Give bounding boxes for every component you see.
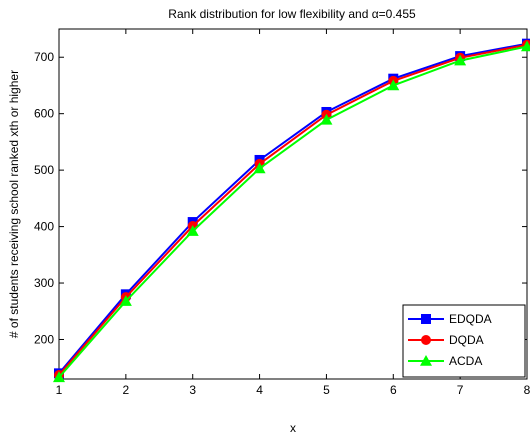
axis-ticks: 1 2 3 4 5 6 7 8 200 300 400 500 600 700 <box>34 29 530 397</box>
y-tick-label: 200 <box>34 332 54 346</box>
data-point-acda <box>53 371 65 383</box>
data-point-acda <box>521 40 530 52</box>
x-tick-label: 1 <box>56 383 63 397</box>
x-tick-label: 7 <box>457 383 464 397</box>
x-tick-label: 5 <box>323 383 330 397</box>
y-tick-label: 500 <box>34 163 54 177</box>
data-point-acda <box>320 113 333 125</box>
series-line-edqda <box>58 42 528 375</box>
data-point-acda <box>454 54 467 66</box>
y-tick-label: 300 <box>34 276 54 290</box>
legend-marker-edqda <box>421 314 431 324</box>
legend: EDQDA DQDA ACDA <box>402 304 526 378</box>
legend-label-edqda: EDQDA <box>449 312 492 326</box>
series-line-acda <box>58 45 528 378</box>
series-acda <box>53 40 530 383</box>
data-point-acda <box>387 79 400 91</box>
data-point-acda <box>253 162 266 174</box>
legend-label-dqda: DQDA <box>449 333 484 347</box>
data-point-acda <box>119 295 132 306</box>
series-line-dqda <box>58 43 528 376</box>
legend-marker-acda <box>420 355 432 366</box>
legend-label-acda: ACDA <box>449 354 482 368</box>
y-tick-label: 400 <box>34 220 54 234</box>
y-tick-label: 700 <box>34 50 54 64</box>
x-axis-label: x <box>290 421 296 435</box>
x-tick-label: 3 <box>189 383 196 397</box>
series-layer <box>53 38 530 383</box>
x-tick-label: 2 <box>123 383 130 397</box>
x-tick-label: 8 <box>524 383 530 397</box>
x-tick-label: 4 <box>256 383 263 397</box>
chart-title: Rank distribution for low flexibility an… <box>168 7 416 21</box>
data-point-acda <box>186 225 199 236</box>
legend-marker-dqda <box>421 335 431 345</box>
y-axis-label: # of students receiving school ranked xt… <box>7 70 21 338</box>
x-tick-label: 6 <box>390 383 397 397</box>
y-tick-label: 600 <box>34 107 54 121</box>
